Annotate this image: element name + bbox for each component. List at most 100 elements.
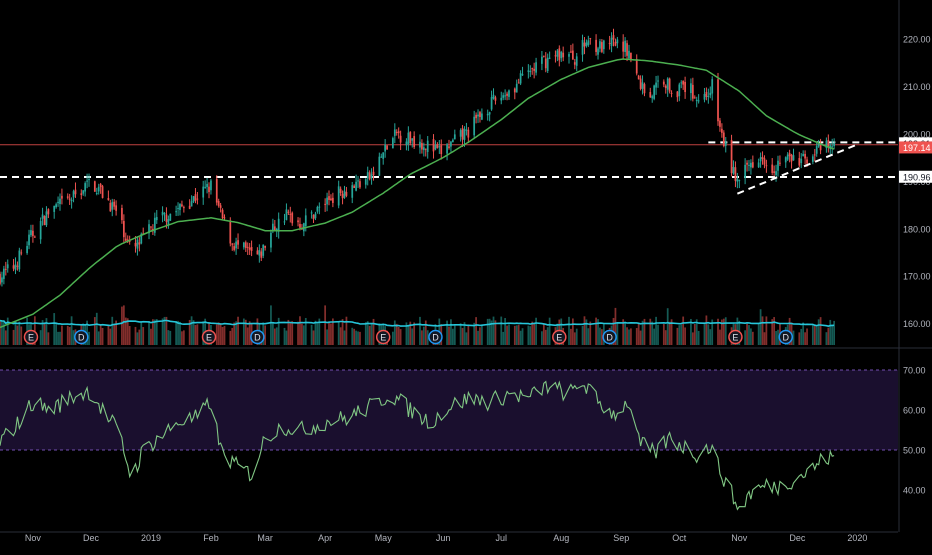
candle [490, 90, 493, 111]
candle-body [422, 147, 425, 151]
candle-body [655, 82, 657, 88]
volume-bar [798, 332, 801, 345]
candle-body [202, 186, 205, 198]
dividend-marker[interactable]: D [778, 329, 793, 345]
candle [258, 244, 261, 263]
volume-bar [409, 321, 412, 345]
volume-bar [711, 319, 714, 345]
candle-body [709, 92, 712, 96]
candle-body [397, 131, 400, 134]
candle [784, 156, 787, 168]
candle [316, 205, 319, 214]
earnings-marker[interactable]: E [728, 329, 743, 345]
candle [221, 208, 224, 220]
volume-bar [811, 324, 814, 345]
volume-bar [175, 321, 177, 345]
candle-body [124, 238, 127, 241]
volume-bar [113, 324, 116, 345]
candle-body [351, 185, 354, 198]
candle-body [248, 247, 251, 250]
event-label: D [78, 332, 85, 342]
candle-body [262, 244, 265, 256]
candle [819, 138, 822, 155]
volume-bar [413, 322, 416, 345]
dividend-marker[interactable]: D [602, 329, 617, 345]
volume-bar [155, 319, 158, 345]
price-label-box [899, 170, 932, 183]
volume-bar [531, 321, 534, 345]
volume-bar [641, 320, 644, 345]
candle-body [43, 215, 46, 226]
earnings-marker[interactable]: E [201, 329, 217, 345]
candle-body [359, 181, 361, 188]
candle [544, 52, 547, 73]
volume-bar [463, 322, 466, 345]
candle-body [624, 40, 626, 52]
earnings-marker[interactable]: E [23, 329, 39, 345]
volume-bar [115, 320, 117, 345]
candle-body [473, 116, 476, 136]
candle [477, 109, 479, 123]
candle [169, 213, 172, 221]
candle-body [318, 206, 321, 208]
candle [589, 37, 592, 45]
candle-body [597, 48, 599, 55]
candle [581, 34, 584, 62]
candle [608, 35, 611, 50]
candle-body [128, 240, 131, 242]
time-tick-label: Aug [553, 533, 569, 543]
volume-bar [285, 330, 288, 345]
volume-bar [97, 331, 100, 345]
candle [397, 127, 400, 139]
candle-body [732, 166, 735, 174]
candle [45, 206, 48, 227]
volume-bar [277, 317, 280, 345]
event-circle [552, 329, 567, 345]
earnings-marker[interactable]: E [552, 329, 567, 345]
dividend-marker[interactable]: D [74, 329, 89, 345]
candle-body [434, 145, 437, 150]
candle-body [330, 198, 332, 201]
candle [182, 205, 185, 213]
candle [155, 210, 158, 224]
volume-bar [724, 317, 727, 345]
candle-body [39, 220, 42, 240]
volume-bar [304, 317, 307, 345]
candle-body [831, 146, 834, 148]
volume-bar [717, 318, 719, 345]
candle [175, 205, 177, 216]
dividend-marker[interactable]: D [250, 329, 265, 345]
candle-body [666, 78, 669, 90]
candle-body [231, 243, 234, 245]
earnings-marker[interactable]: E [375, 329, 391, 345]
candle [18, 247, 21, 272]
candle-body [328, 196, 330, 200]
candle-body [451, 139, 454, 143]
volume-bar [792, 330, 795, 345]
candle [55, 202, 57, 209]
candle [616, 36, 619, 49]
candle [219, 202, 222, 213]
dividend-marker[interactable]: D [428, 329, 443, 345]
candle [815, 143, 818, 157]
volume-bar [682, 316, 685, 345]
volume-bar [465, 332, 468, 345]
candle [324, 198, 327, 212]
candle [831, 138, 834, 154]
candle [695, 96, 698, 108]
candle [786, 152, 789, 161]
candle-body [616, 39, 619, 44]
candle [409, 131, 412, 146]
candle [74, 182, 77, 198]
volume-bar [424, 320, 427, 345]
event-circle [728, 329, 743, 345]
candle-body [761, 157, 764, 159]
candle [237, 233, 239, 250]
candle [562, 46, 565, 62]
candle-body [277, 218, 280, 232]
candle-body [678, 84, 681, 97]
candle [682, 80, 685, 90]
